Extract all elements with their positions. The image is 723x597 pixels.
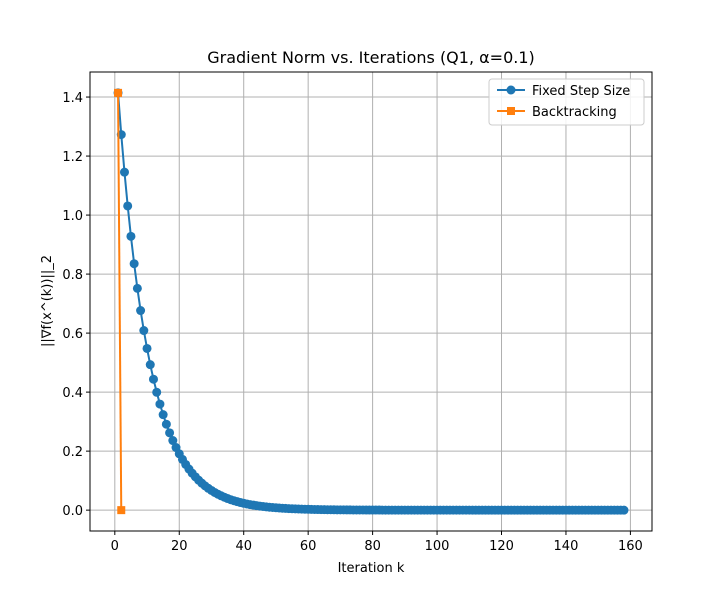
- legend-label-fixed-step: Fixed Step Size: [532, 84, 630, 99]
- y-tick-label: 0.2: [62, 445, 83, 460]
- backtracking-point: [117, 506, 125, 514]
- fixed-step-point: [146, 360, 155, 369]
- x-tick-label: 80: [364, 539, 381, 554]
- x-tick-label: 60: [300, 539, 317, 554]
- fixed-step-point: [165, 428, 174, 437]
- y-tick-label: 0.4: [62, 386, 83, 401]
- fixed-step-point: [136, 306, 145, 315]
- x-tick-label: 20: [171, 539, 188, 554]
- grid: [90, 72, 652, 531]
- fixed-step-point: [139, 326, 148, 335]
- x-tick-label: 160: [618, 539, 643, 554]
- fixed-step-point: [126, 232, 135, 241]
- y-tick-label: 0.8: [62, 268, 83, 283]
- y-tick-label: 1.0: [62, 209, 83, 224]
- x-axis-label: Iteration k: [338, 561, 405, 576]
- fixed-step-point: [159, 410, 168, 419]
- chart-title: Gradient Norm vs. Iterations (Q1, α=0.1): [207, 48, 535, 67]
- x-tick-label: 0: [111, 539, 119, 554]
- x-tick-label: 120: [489, 539, 514, 554]
- legend-marker-backtracking: [507, 107, 515, 115]
- y-tick-label: 1.4: [62, 91, 83, 106]
- backtracking-line: [118, 93, 121, 510]
- fixed-step-point: [162, 420, 171, 429]
- fixed-step-point: [130, 259, 139, 268]
- legend-label-backtracking: Backtracking: [532, 105, 617, 120]
- fixed-step-line: [118, 93, 624, 510]
- fixed-step-point: [133, 284, 142, 293]
- y-tick-label: 1.2: [62, 150, 83, 165]
- fixed-step-point: [120, 168, 129, 177]
- legend-marker-fixed-step: [507, 86, 516, 95]
- fixed-step-point: [143, 344, 152, 353]
- y-tick-label: 0.0: [62, 504, 83, 519]
- x-tick-label: 100: [425, 539, 450, 554]
- ticks: 0 20 40 60 80 100 120 140 160 0.0 0.2 0.4 0.6 0.8 1.0 1…: [62, 91, 643, 554]
- plot-frame: [90, 72, 652, 531]
- fixed-step-point: [149, 375, 158, 384]
- fixed-step-point: [123, 201, 132, 210]
- y-axis-label: ||∇f(x^(k))||_2: [40, 255, 55, 347]
- y-tick-label: 0.6: [62, 327, 83, 342]
- fixed-step-point: [155, 400, 164, 409]
- legend: Fixed Step Size Backtracking: [489, 79, 644, 125]
- fixed-step-point: [619, 506, 628, 515]
- x-tick-label: 40: [235, 539, 252, 554]
- fixed-step-point: [152, 388, 161, 397]
- x-tick-label: 140: [554, 539, 579, 554]
- backtracking-point: [114, 89, 122, 97]
